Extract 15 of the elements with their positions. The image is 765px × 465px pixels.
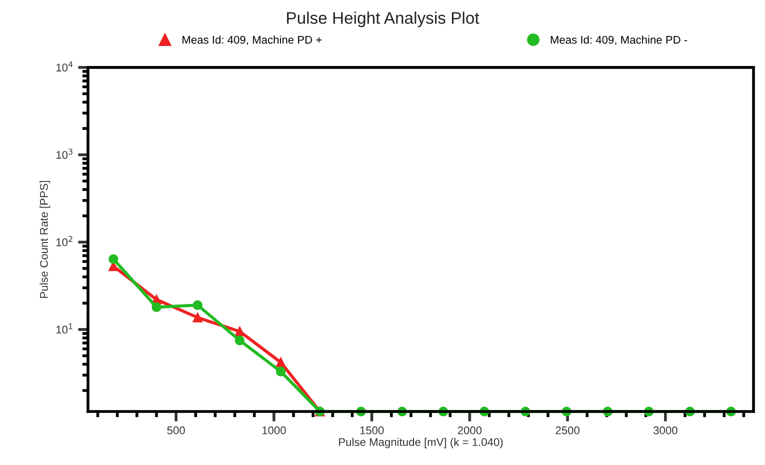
x-tick-label: 500 (167, 426, 185, 434)
x-tick-label: 2500 (556, 426, 580, 434)
legend-label: Meas Id: 409, Machine PD + (182, 36, 322, 46)
legend-label: Meas Id: 409, Machine PD - (550, 36, 688, 46)
x-tick-label: 1000 (262, 426, 286, 434)
y-tick-label: 10$^{4}$ (56, 61, 73, 72)
y-tick-label: 10$^{2}$ (56, 236, 72, 246)
x-tick-label: 1500 (360, 426, 384, 434)
x-tick-label: 2000 (458, 426, 482, 434)
y-tick-label: 10$^{1}$ (56, 324, 72, 334)
x-tick-label: 3000 (654, 426, 678, 434)
chart-title: Pulse Height Analysis Plot (287, 12, 480, 28)
y-tick-label: 10$^{3}$ (56, 148, 72, 159)
y-axis-title: Pulse Count Rate [PPS] (40, 180, 50, 298)
x-axis-title: Pulse Magnitude [mV] (k = 1.040) (339, 438, 503, 448)
